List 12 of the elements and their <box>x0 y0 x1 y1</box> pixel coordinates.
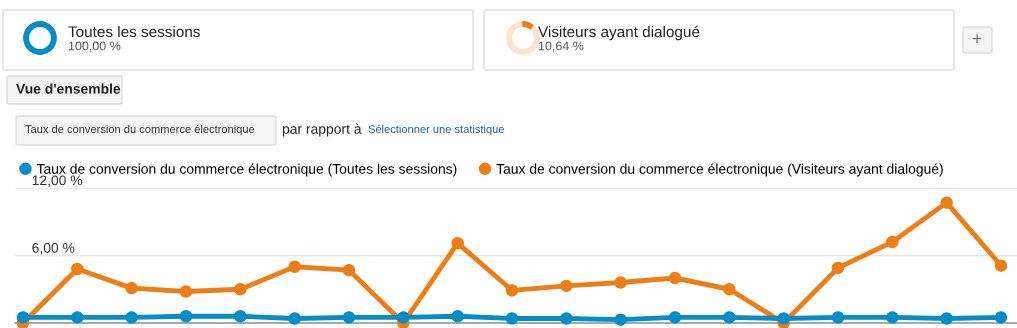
text: 10,64 % <box>538 41 584 52</box>
legend-label: Taux de conversion du commerce électronique (Visiteurs ayant dialogué) <box>496 163 943 177</box>
text: + <box>972 34 982 44</box>
text: Toutes les sessions <box>68 25 200 38</box>
text: Visiteurs ayant dialogué <box>538 25 700 41</box>
y-tick-label: 6,00 % <box>32 242 75 255</box>
text: Taux de conversion du commerce électronique <box>25 124 255 136</box>
text: Sélectionner une statistique <box>368 124 505 136</box>
y-tick-label: 12,00 % <box>32 175 83 187</box>
text: par rapport à <box>282 123 362 137</box>
text: Vue d'ensemble <box>16 83 121 94</box>
text: 100,00 % <box>68 41 121 52</box>
